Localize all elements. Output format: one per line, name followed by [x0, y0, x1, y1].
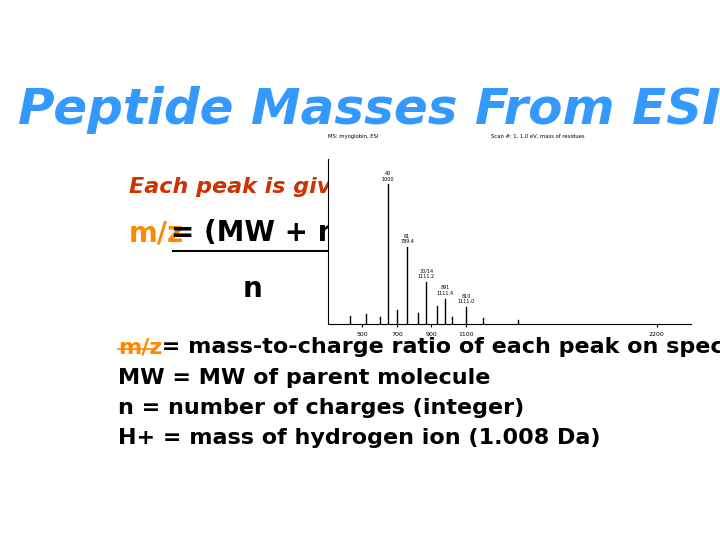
Text: 40
1000: 40 1000 — [382, 171, 395, 181]
Text: Peptide Masses From ESI: Peptide Masses From ESI — [17, 85, 720, 133]
Text: m/z: m/z — [129, 219, 184, 247]
Text: = (MW + nH+): = (MW + nH+) — [171, 219, 397, 247]
Text: = mass-to-charge ratio of each peak on spectrum: = mass-to-charge ratio of each peak on s… — [153, 337, 720, 357]
Text: 30/14
1111.2: 30/14 1111.2 — [418, 268, 435, 279]
Text: m/z: m/z — [118, 337, 162, 357]
Text: 61
789.4: 61 789.4 — [400, 234, 414, 245]
Text: MW = MW of parent molecule: MW = MW of parent molecule — [118, 368, 490, 388]
Text: n: n — [243, 275, 263, 303]
Text: 810
1111.0: 810 1111.0 — [457, 294, 474, 305]
Text: n = number of charges (integer): n = number of charges (integer) — [118, 398, 524, 418]
Text: H+ = mass of hydrogen ion (1.008 Da): H+ = mass of hydrogen ion (1.008 Da) — [118, 428, 600, 448]
Text: 891
1111.4: 891 1111.4 — [437, 285, 454, 296]
Text: Each peak is given by:: Each peak is given by: — [129, 177, 409, 197]
Text: Scan #: 1, 1.0 eV, mass of residues: Scan #: 1, 1.0 eV, mass of residues — [491, 134, 585, 139]
Text: MS: myoglobin, ESI: MS: myoglobin, ESI — [328, 134, 378, 139]
